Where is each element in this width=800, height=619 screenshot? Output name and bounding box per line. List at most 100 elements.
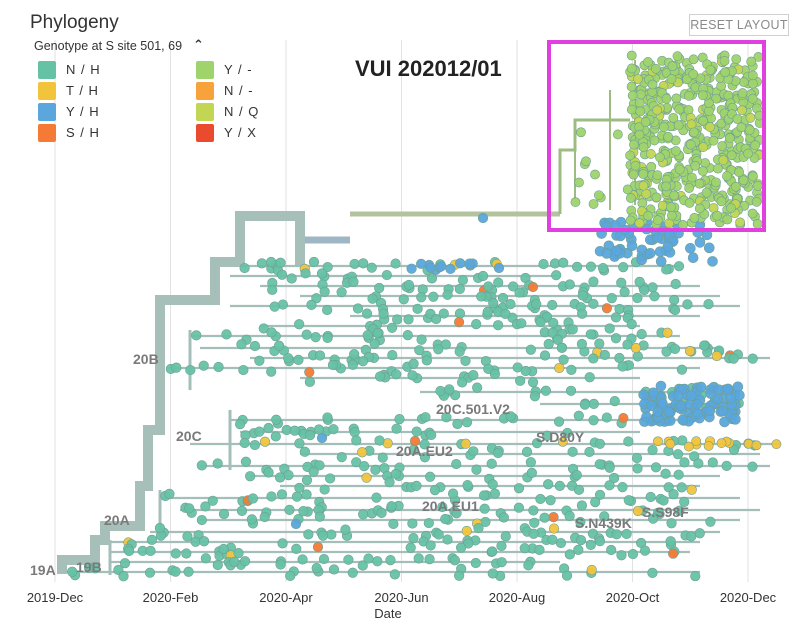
- tip-marker: [564, 279, 575, 290]
- tip-marker: [599, 349, 610, 361]
- tip-marker: [468, 446, 479, 457]
- tip-marker: [119, 558, 131, 569]
- tip-marker: [313, 424, 325, 435]
- tip-marker: [387, 349, 398, 361]
- tip-marker: [542, 430, 553, 441]
- tip-marker: [409, 435, 421, 447]
- clade-label: 20A.EU2: [396, 443, 453, 459]
- clade-label: S.N439K: [575, 515, 632, 531]
- tip-marker: [390, 258, 401, 269]
- tip-marker: [184, 503, 195, 514]
- tip-marker: [535, 316, 546, 328]
- tip-marker: [577, 290, 588, 301]
- tip-marker: [663, 406, 675, 418]
- tip-marker: [144, 567, 156, 578]
- tip-marker: [545, 495, 556, 506]
- tip-marker: [190, 536, 201, 547]
- tip-marker: [657, 397, 668, 409]
- tip-marker: [732, 114, 743, 124]
- tip-marker: [571, 261, 583, 272]
- tip-marker: [672, 390, 684, 402]
- tip-marker: [291, 543, 302, 554]
- tip-marker: [586, 564, 597, 576]
- tip-marker: [447, 488, 459, 499]
- tip-marker: [327, 359, 339, 371]
- tip-marker: [666, 210, 677, 221]
- tip-marker: [556, 342, 568, 353]
- tip-marker: [440, 513, 451, 525]
- tip-marker: [357, 447, 368, 458]
- tip-marker: [324, 473, 336, 484]
- tip-marker: [419, 452, 431, 463]
- tip-marker: [183, 566, 194, 577]
- tip-marker: [669, 343, 681, 355]
- tip-marker: [647, 444, 658, 456]
- tip-marker: [685, 139, 696, 150]
- clade-label: 19B: [76, 559, 102, 575]
- tip-marker: [301, 329, 312, 340]
- tip-marker: [314, 460, 325, 471]
- tip-marker: [406, 263, 417, 274]
- tip-marker: [616, 277, 627, 288]
- tip-marker: [505, 299, 516, 310]
- tip-marker: [736, 122, 747, 133]
- tip-marker: [277, 538, 288, 549]
- tip-marker: [662, 241, 674, 252]
- tip-marker: [182, 531, 193, 542]
- tip-marker: [472, 382, 483, 393]
- tip-marker: [274, 472, 286, 483]
- tip-marker: [771, 439, 782, 450]
- tip-marker: [690, 570, 701, 582]
- tip-marker: [626, 81, 637, 92]
- tip-marker: [647, 79, 658, 90]
- tip-marker: [454, 346, 465, 357]
- tip-marker: [343, 554, 354, 565]
- tip-marker: [573, 544, 584, 555]
- tip-marker: [665, 536, 676, 547]
- x-tick-label: 2020-Dec: [720, 590, 777, 605]
- tip-marker: [692, 408, 703, 419]
- tip-marker: [626, 104, 637, 115]
- tip-marker: [425, 540, 436, 551]
- tip-marker: [635, 89, 646, 100]
- tip-marker: [369, 338, 380, 349]
- tip-marker: [548, 512, 559, 523]
- tip-marker: [514, 287, 525, 298]
- tip-marker: [416, 258, 427, 269]
- tip-marker: [196, 514, 207, 526]
- tip-marker: [394, 414, 405, 425]
- legend-label: N / -: [224, 83, 254, 98]
- tip-marker: [712, 210, 723, 221]
- chevron-up-icon[interactable]: ⌃: [193, 37, 204, 52]
- tip-marker: [347, 567, 358, 578]
- tip-marker: [713, 384, 725, 396]
- tip-marker: [254, 355, 265, 366]
- reset-layout-button[interactable]: RESET LAYOUT: [689, 14, 789, 36]
- tip-marker: [679, 496, 690, 507]
- tip-marker: [436, 261, 447, 272]
- tip-marker: [654, 246, 666, 257]
- tip-marker: [283, 353, 294, 364]
- tip-marker: [378, 308, 389, 319]
- tip-marker: [221, 329, 232, 340]
- tip-marker: [728, 444, 740, 455]
- tip-marker: [236, 339, 247, 350]
- tip-marker: [367, 293, 378, 304]
- tip-marker: [575, 535, 587, 546]
- clade-label-layer: 19A 19B 20A 20B 20C 20A.EU1 20A.EU2 20C.501.V2 S…: [30, 351, 689, 578]
- tip-marker: [390, 468, 401, 480]
- tip-marker: [348, 276, 359, 287]
- tip-marker: [270, 431, 281, 442]
- tip-marker: [698, 142, 709, 152]
- tip-marker: [375, 371, 386, 382]
- genotype-selector[interactable]: Genotype at S site 501, 69: [34, 39, 183, 53]
- tip-marker: [191, 330, 202, 341]
- tip-marker: [426, 273, 438, 284]
- tip-marker: [588, 276, 599, 287]
- tree-branch: [57, 211, 305, 574]
- tip-marker: [414, 345, 425, 356]
- tip-marker: [645, 491, 656, 503]
- tip-marker: [576, 338, 588, 350]
- tip-marker: [336, 287, 347, 298]
- tip-marker: [124, 545, 135, 557]
